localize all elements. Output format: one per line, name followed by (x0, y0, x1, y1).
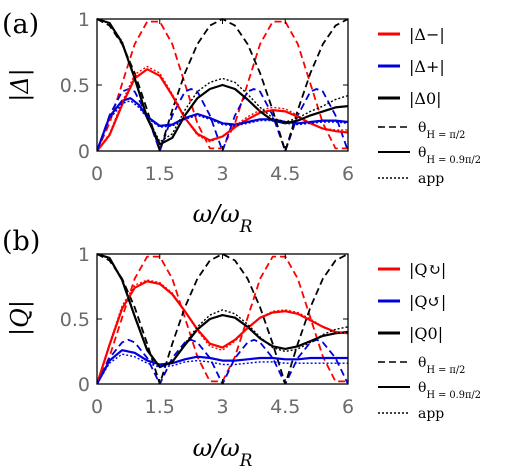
series-group (97, 252, 348, 384)
x-axis-title: ω/ωR (193, 200, 253, 236)
legend-label: |Δ0| (409, 89, 442, 108)
panel-label: (b) (2, 226, 40, 257)
y-tick-label: 0 (78, 374, 90, 396)
series-line-dotted (97, 279, 348, 384)
x-tick-label: 3 (216, 163, 228, 185)
x-tick-label: 0 (91, 163, 103, 185)
series-line-solid (97, 349, 348, 384)
x-tick-label: 0 (91, 396, 103, 418)
legend-label: |Δ−| (409, 25, 445, 44)
legend-label: |Q0| (409, 324, 443, 343)
series-line-dotted (97, 253, 348, 368)
series-line-dashed (97, 88, 348, 151)
x-tick-label: 1.5 (145, 396, 175, 418)
y-tick-label: 1 (78, 244, 90, 266)
series-line-dotted (97, 100, 348, 151)
series-group (97, 17, 348, 151)
series-line-dotted (97, 18, 348, 143)
y-axis-title: |Q| (6, 300, 35, 336)
style-legend-label: θH = 0.9π/2 (418, 380, 481, 401)
x-tick-label: 6 (342, 396, 354, 418)
x-tick-label: 3 (216, 396, 228, 418)
y-tick-label: 1 (78, 9, 90, 31)
legend-label: |Q↺| (409, 292, 446, 311)
series-line-dotted (97, 353, 348, 384)
y-tick-label: 0.5 (60, 75, 90, 97)
series-line-solid (97, 68, 348, 151)
style-legend-label: θH = π/2 (418, 355, 465, 376)
legend-label: |Q↻| (409, 260, 446, 279)
style-legend-label: app (418, 171, 444, 187)
series-line-solid (97, 17, 348, 146)
x-axis-title: ω/ωR (193, 434, 253, 470)
y-tick-label: 0 (78, 141, 90, 163)
style-legend-label: θH = 0.9π/2 (418, 145, 481, 166)
x-tick-label: 4.5 (270, 396, 300, 418)
style-legend-label: app (418, 406, 444, 422)
series-line-dashed (97, 253, 348, 384)
series-line-solid (97, 97, 348, 151)
series-line-dashed (97, 20, 348, 151)
series-line-solid (97, 280, 348, 384)
y-tick-label: 0.5 (60, 309, 90, 331)
panel-label: (a) (2, 9, 39, 40)
x-tick-label: 1.5 (145, 163, 175, 185)
x-tick-label: 4.5 (270, 163, 300, 185)
panel-a: (a) 0 1.5 3 4.5 6 0 0.5 1 ω/ωR |Δ| |Δ−| |Δ+| |Δ0| θH =… (2, 9, 481, 236)
panel-b: (b) 0 1.5 3 4.5 6 0 0.5 1 ω/ωR |Q| |Q↻| |Q↺| |Q0| θH =… (2, 226, 481, 470)
x-tick-label: 6 (342, 163, 354, 185)
y-axis-title: |Δ| (6, 68, 35, 102)
style-legend-label: θH = π/2 (418, 120, 465, 141)
legend-label: |Δ+| (409, 57, 445, 76)
